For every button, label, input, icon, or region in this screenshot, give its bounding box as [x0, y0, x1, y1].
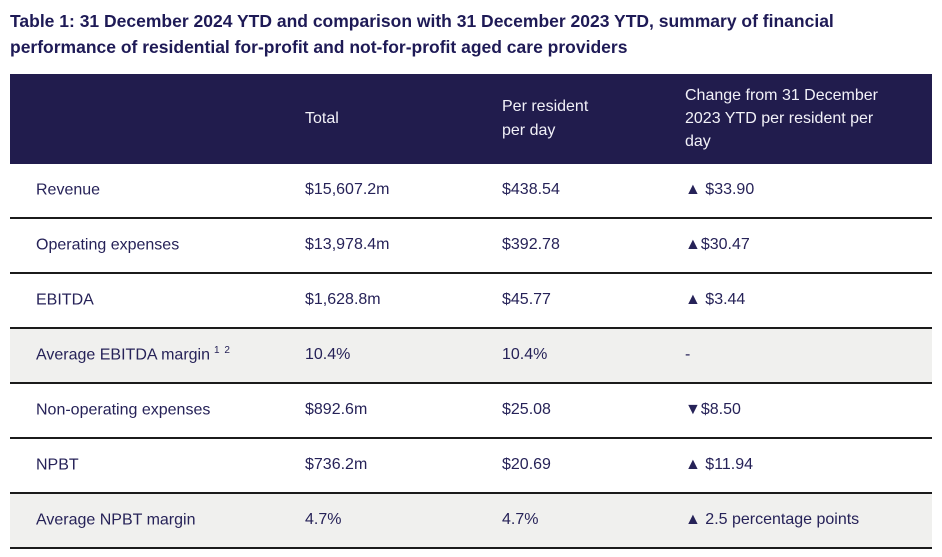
- total-cell: 10.4%: [279, 327, 476, 384]
- row-label-cell: Revenue: [10, 163, 279, 219]
- change-direction-icon: ▲: [685, 181, 701, 198]
- change-value: 2.5 percentage points: [700, 511, 860, 528]
- header-change: Change from 31 December 2023 YTD per res…: [659, 73, 932, 164]
- change-value: $33.90: [700, 181, 755, 198]
- per-resident-cell: $438.54: [476, 163, 659, 219]
- header-metric: [10, 73, 279, 164]
- table-row-non-operating-expenses: Non-operating expenses $892.6m $25.08 ▼$…: [10, 382, 932, 439]
- change-cell: ▲ $33.90: [659, 163, 932, 219]
- header-per-resident-per-day: Per resident per day: [476, 73, 659, 164]
- total-cell: 4.7%: [279, 492, 476, 549]
- change-direction-icon: ▲: [685, 456, 701, 473]
- row-label-cell: Operating expenses: [10, 217, 279, 274]
- per-resident-cell: $20.69: [476, 437, 659, 494]
- per-resident-cell: $25.08: [476, 382, 659, 439]
- per-resident-cell: 4.7%: [476, 492, 659, 549]
- row-label-cell: Average NPBT margin: [10, 492, 279, 549]
- table-row-average-npbt-margin: Average NPBT margin 4.7% 4.7% ▲ 2.5 perc…: [10, 492, 932, 549]
- change-cell: -: [659, 327, 932, 384]
- row-label: Average EBITDA margin: [36, 346, 211, 364]
- row-label: Revenue: [36, 181, 101, 199]
- change-direction-icon: ▲: [685, 236, 701, 253]
- per-resident-cell: 10.4%: [476, 327, 659, 384]
- table-row-operating-expenses: Operating expenses $13,978.4m $392.78 ▲$…: [10, 217, 932, 274]
- row-label: Operating expenses: [36, 236, 180, 254]
- table-row-npbt: NPBT $736.2m $20.69 ▲ $11.94: [10, 437, 932, 494]
- table-row-revenue: Revenue $15,607.2m $438.54 ▲ $33.90: [10, 163, 932, 219]
- total-cell: $15,607.2m: [279, 163, 476, 219]
- change-value: -: [685, 346, 691, 363]
- header-per-resident-per-day-label: Per resident per day: [502, 98, 589, 139]
- row-label: EBITDA: [36, 291, 94, 309]
- table-header-row: Total Per resident per day Change from 3…: [10, 73, 932, 164]
- row-label-cell: Average EBITDA margin 1 2: [10, 327, 279, 384]
- total-cell: $1,628.8m: [279, 272, 476, 329]
- change-direction-icon: ▲: [685, 511, 701, 528]
- row-label: Non-operating expenses: [36, 401, 211, 419]
- change-direction-icon: ▲: [685, 291, 701, 308]
- table-title: Table 1: 31 December 2024 YTD and compar…: [10, 11, 834, 58]
- row-label-cell: EBITDA: [10, 272, 279, 329]
- change-value: $30.47: [700, 236, 750, 253]
- change-cell: ▲ $11.94: [659, 437, 932, 494]
- financial-summary-table: Total Per resident per day Change from 3…: [10, 73, 932, 549]
- row-label-cell: Non-operating expenses: [10, 382, 279, 439]
- total-cell: $892.6m: [279, 382, 476, 439]
- header-change-label: Change from 31 December 2023 YTD per res…: [685, 86, 878, 151]
- change-value: $8.50: [700, 401, 741, 418]
- total-cell: $736.2m: [279, 437, 476, 494]
- per-resident-cell: $45.77: [476, 272, 659, 329]
- row-label: NPBT: [36, 456, 79, 474]
- footnote-ref: 1 2: [214, 345, 231, 357]
- table-row-ebitda: EBITDA $1,628.8m $45.77 ▲ $3.44: [10, 272, 932, 329]
- change-value: $3.44: [700, 291, 746, 308]
- row-label-cell: NPBT: [10, 437, 279, 494]
- total-cell: $13,978.4m: [279, 217, 476, 274]
- header-total: Total: [279, 73, 476, 164]
- per-resident-cell: $392.78: [476, 217, 659, 274]
- change-cell: ▲$30.47: [659, 217, 932, 274]
- change-cell: ▲ 2.5 percentage points: [659, 492, 932, 549]
- change-direction-icon: ▼: [685, 401, 701, 418]
- row-label: Average NPBT margin: [36, 511, 196, 529]
- change-value: $11.94: [700, 456, 754, 473]
- change-cell: ▲ $3.44: [659, 272, 932, 329]
- change-cell: ▼$8.50: [659, 382, 932, 439]
- table-row-average-ebitda-margin: Average EBITDA margin 1 2 10.4% 10.4% -: [10, 327, 932, 384]
